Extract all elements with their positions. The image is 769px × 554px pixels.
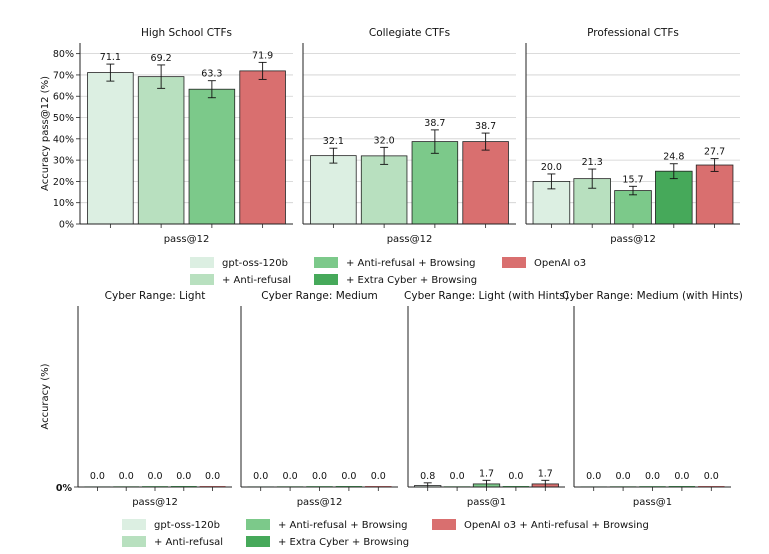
legend-swatch (122, 519, 146, 530)
x-axis-label: pass@12 (132, 497, 178, 508)
y-tick-label: 0% (59, 220, 74, 231)
y-tick-label: 30% (53, 156, 74, 167)
data-label: 0.0 (450, 471, 465, 482)
bar (188, 88, 236, 225)
y-tick-label: 10% (53, 198, 74, 209)
data-label: 0.0 (674, 471, 689, 482)
y-tick-label: 70% (53, 70, 74, 81)
data-label: 24.8 (663, 152, 684, 163)
data-label: 32.1 (323, 136, 344, 147)
data-label: 0.0 (586, 471, 601, 482)
legend-swatch (432, 519, 456, 530)
legend-label: + Anti-refusal (154, 537, 223, 548)
y-tick-label: 20% (53, 177, 74, 188)
bar (360, 155, 408, 225)
legend-label: + Extra Cyber + Browsing (278, 537, 409, 548)
legend-swatch (502, 257, 526, 268)
data-label: 0.0 (147, 471, 162, 482)
data-label: 1.7 (479, 468, 494, 479)
y-axis-label: Accuracy (%) (40, 363, 51, 429)
data-label: 0.8 (420, 471, 435, 482)
data-label: 0.0 (283, 471, 298, 482)
legend-swatch (122, 536, 146, 547)
data-label: 69.2 (151, 53, 172, 64)
legend-label: OpenAI o3 (534, 258, 586, 269)
panel-title: Cyber Range: Medium (with Hints) (562, 290, 743, 302)
y-tick-label: 50% (53, 113, 74, 124)
bar (87, 72, 134, 225)
bar (239, 70, 286, 225)
bar (614, 190, 652, 225)
legend-label: + Anti-refusal (222, 275, 291, 286)
bar (462, 141, 509, 225)
legend-swatch (246, 536, 270, 547)
data-label: 21.3 (582, 157, 603, 168)
x-axis-label: pass@12 (297, 497, 343, 508)
bar (137, 76, 185, 225)
y-tick-label: 0% (56, 483, 73, 494)
data-label: 0.0 (119, 471, 134, 482)
data-label: 27.7 (704, 147, 725, 158)
legend-swatch (190, 274, 214, 285)
x-axis-label: pass@12 (387, 234, 433, 245)
legend-swatch (314, 257, 338, 268)
data-label: 1.7 (538, 468, 553, 479)
data-label: 0.0 (508, 471, 523, 482)
y-tick-label: 40% (53, 134, 74, 145)
legend-label: gpt-oss-120b (154, 520, 220, 531)
legend-label: + Anti-refusal + Browsing (278, 520, 408, 531)
data-label: 0.0 (341, 471, 356, 482)
data-label: 32.0 (374, 135, 395, 146)
legend-label: gpt-oss-120b (222, 258, 288, 269)
data-label: 38.7 (424, 118, 445, 129)
legend-swatch (246, 519, 270, 530)
x-axis-label: pass@12 (610, 234, 656, 245)
panel-title: Professional CTFs (587, 27, 679, 39)
y-tick-label: 60% (53, 92, 74, 103)
data-label: 20.0 (541, 162, 562, 173)
bar (695, 164, 734, 225)
legend-swatch (314, 274, 338, 285)
x-axis-label: pass@1 (467, 497, 506, 508)
data-label: 0.0 (704, 471, 719, 482)
panel-title: Cyber Range: Light (105, 290, 206, 302)
data-label: 0.0 (371, 471, 386, 482)
data-label: 71.9 (252, 50, 273, 61)
data-label: 0.0 (312, 471, 327, 482)
data-label: 0.0 (176, 471, 191, 482)
panel-title: Collegiate CTFs (369, 27, 450, 39)
data-label: 0.0 (253, 471, 268, 482)
bar (310, 155, 357, 225)
panel-title: Cyber Range: Light (with Hints) (404, 290, 569, 302)
legend-label: + Extra Cyber + Browsing (346, 275, 477, 286)
data-label: 63.3 (201, 69, 222, 80)
bar (655, 170, 693, 225)
y-axis-label: Accuracy pass@12 (%) (40, 76, 51, 191)
legend-swatch (190, 257, 214, 268)
data-label: 38.7 (475, 121, 496, 132)
data-label: 0.0 (645, 471, 660, 482)
bar (411, 141, 459, 225)
data-label: 0.0 (90, 471, 105, 482)
panel-title: Cyber Range: Medium (261, 290, 377, 302)
data-label: 71.1 (100, 52, 121, 63)
legend-label: + Anti-refusal + Browsing (346, 258, 476, 269)
legend-label: OpenAI o3 + Anti-refusal + Browsing (464, 520, 649, 531)
y-tick-label: 80% (53, 49, 74, 60)
x-axis-label: pass@12 (164, 234, 210, 245)
x-axis-label: pass@1 (633, 497, 672, 508)
data-label: 0.0 (616, 471, 631, 482)
panel-title: High School CTFs (141, 27, 232, 39)
data-label: 15.7 (622, 174, 643, 185)
data-label: 0.0 (205, 471, 220, 482)
